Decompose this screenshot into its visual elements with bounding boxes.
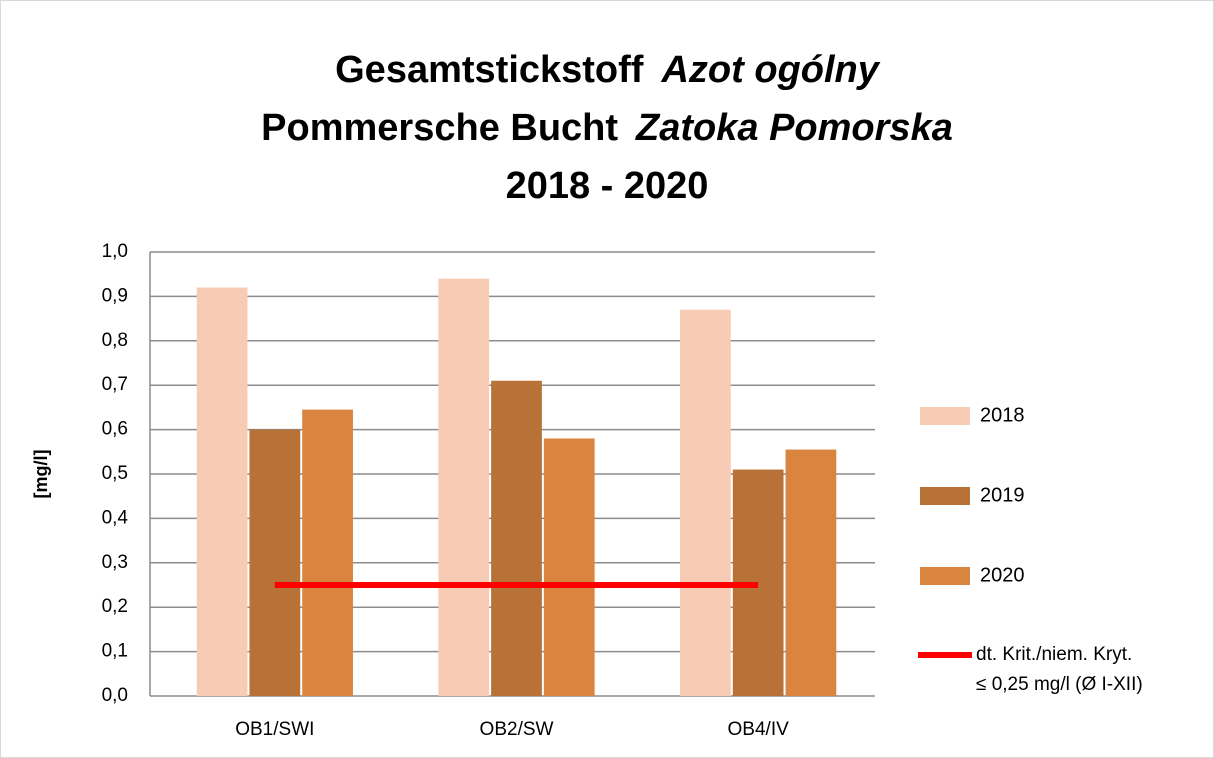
y-tick-label: 0,0 (102, 685, 128, 706)
y-tick-label: 0,4 (102, 507, 129, 528)
x-tick-label: OB2/SW (480, 719, 554, 740)
bar (680, 309, 731, 696)
bar (491, 380, 542, 696)
y-tick-label: 0,5 (102, 463, 128, 484)
chart-title: Gesamtstickstoff Azot ogólny (335, 49, 881, 91)
x-tick-label: OB1/SWI (235, 719, 314, 740)
legend-label: ≤ 0,25 mg/l (Ø I-XII) (976, 674, 1143, 695)
chart-title: 2018 - 2020 (506, 165, 709, 207)
bar (785, 449, 837, 696)
y-tick-label: 1,0 (102, 241, 128, 262)
legend-label: dt. Krit./niem. Kryt. (976, 644, 1132, 665)
legend-swatch (920, 567, 970, 585)
bar (196, 287, 248, 696)
legend-label: 2018 (980, 404, 1025, 426)
bar (249, 429, 301, 696)
chart-title-part: Gesamtstickstoff (335, 49, 644, 91)
legend-swatch (920, 407, 970, 425)
x-tick-label: OB4/IV (728, 719, 790, 740)
legend-swatch (920, 487, 970, 505)
y-tick-label: 0,6 (102, 419, 128, 440)
y-tick-label: 0,3 (102, 552, 128, 573)
y-tick-label: 0,9 (102, 285, 128, 306)
bar (302, 409, 353, 696)
chart-title-part: 2018 - 2020 (506, 165, 709, 207)
y-tick-label: 0,1 (102, 641, 128, 662)
y-tick-label: 0,8 (102, 330, 128, 351)
legend-label: 2020 (980, 564, 1025, 586)
y-tick-label: 0,7 (102, 374, 128, 395)
y-tick-label: 0,2 (102, 596, 128, 617)
bar (438, 278, 490, 696)
chart-title: Pommersche Bucht Zatoka Pomorska (261, 107, 953, 149)
y-axis-label: [mg/l] (31, 450, 51, 499)
bar (543, 438, 595, 696)
legend-label: 2019 (980, 484, 1025, 506)
chart-title-part: Pommersche Bucht (261, 107, 618, 149)
chart-title-italic: Zatoka Pomorska (635, 107, 953, 149)
chart-title-italic: Azot ogólny (660, 49, 880, 91)
